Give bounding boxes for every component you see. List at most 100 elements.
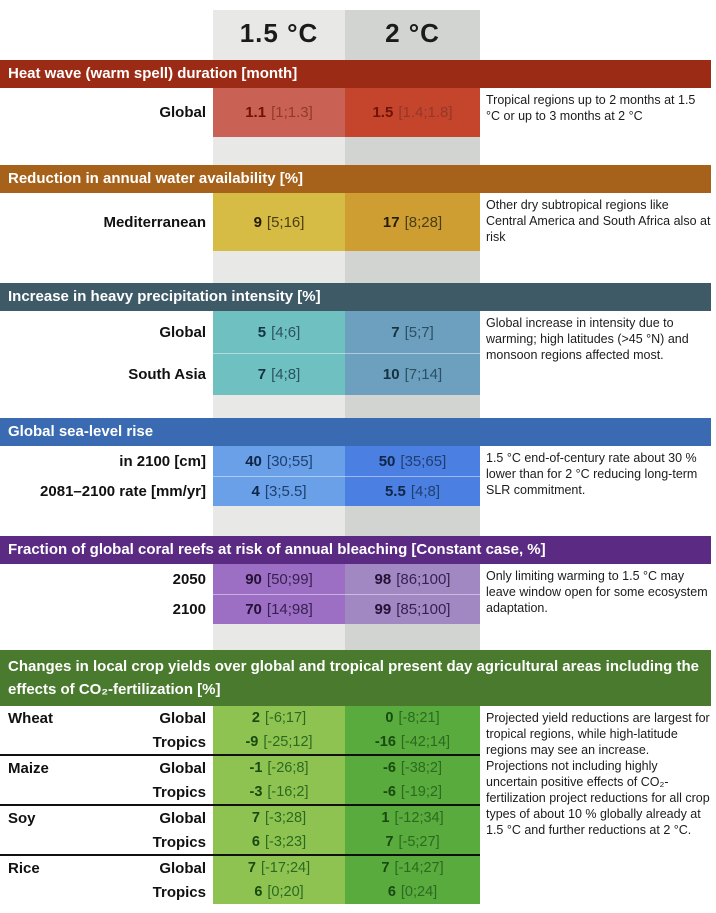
uncertainty-range: [35;65]: [400, 452, 447, 470]
data-row: Maize Global -1 [-26;8] -6 [-38;2]: [0, 756, 480, 780]
uncertainty-range: [3;5.5]: [264, 482, 307, 500]
value: -3: [249, 784, 263, 800]
uncertainty-range: [8;28]: [404, 213, 443, 231]
value-cell-2c: -16 [-42;14]: [345, 730, 480, 754]
uncertainty-range: [-14;27]: [394, 860, 444, 876]
crop-name: Rice: [8, 859, 40, 877]
row-label: 2100: [172, 600, 206, 618]
value: 6: [254, 884, 263, 900]
section-sea-level: Global sea-level rise in 2100 [cm] 40 [3…: [0, 418, 716, 506]
value-cell-2c: 7 [-14;27]: [345, 856, 480, 880]
value: 1.1: [245, 104, 267, 121]
value-cell-2c: 6 [0;24]: [345, 880, 480, 904]
value: 7: [385, 834, 394, 850]
section-title: Changes in local crop yields over global…: [0, 650, 711, 706]
section-note: Global increase in intensity due to warm…: [486, 316, 689, 362]
value-cell-1-5c: 1.1 [1;1.3]: [213, 88, 345, 137]
section-note: 1.5 °C end-of-century rate about 30 % lo…: [486, 451, 698, 497]
value-cell-2c: 0 [-8;21]: [345, 706, 480, 730]
uncertainty-range: [-8;21]: [398, 710, 440, 726]
uncertainty-range: [0;20]: [267, 884, 304, 900]
crop-name: Wheat: [8, 709, 53, 727]
value-cell-2c: -6 [-19;2]: [345, 780, 480, 804]
value-cell-1-5c: -1 [-26;8]: [213, 756, 345, 780]
value-cell-2c: 50 [35;65]: [345, 446, 480, 476]
value-cell-1-5c: 4 [3;5.5]: [213, 476, 345, 506]
value: 2: [251, 710, 260, 726]
row-label: Global: [159, 809, 206, 827]
crop-name: Soy: [8, 809, 36, 827]
row-label: Global: [159, 709, 206, 727]
value: 4: [251, 482, 260, 500]
column-header-1-5c: 1.5 °C: [239, 17, 319, 48]
value-cell-2c: 5.5 [4;8]: [345, 476, 480, 506]
value-cell-1-5c: 9 [5;16]: [213, 193, 345, 251]
value: 50: [378, 452, 396, 470]
data-row: Global 5 [4;6] 7 [5;7]: [0, 311, 480, 353]
uncertainty-range: [86;100]: [396, 570, 451, 588]
value-cell-2c: 99 [85;100]: [345, 594, 480, 624]
value: 5.5: [384, 482, 406, 500]
uncertainty-range: [-12;34]: [394, 810, 444, 826]
value-cell-2c: 7 [-5;27]: [345, 830, 480, 854]
value-cell-2c: 1.5 [1.4;1.8]: [345, 88, 480, 137]
value-cell-1-5c: 70 [14;98]: [213, 594, 345, 624]
uncertainty-range: [14;98]: [266, 600, 313, 618]
row-label: Tropics: [152, 883, 206, 901]
section-heat-wave: Heat wave (warm spell) duration [month] …: [0, 60, 716, 137]
value: 0: [385, 710, 394, 726]
value: 9: [253, 213, 262, 231]
uncertainty-range: [-3;23]: [264, 834, 307, 850]
value-cell-2c: 7 [5;7]: [345, 311, 480, 353]
value-cell-2c: 1 [-12;34]: [345, 806, 480, 830]
value: 1: [381, 810, 390, 826]
uncertainty-range: [-38;2]: [400, 760, 442, 776]
data-row: Soy Global 7 [-3;28] 1 [-12;34]: [0, 806, 480, 830]
value: 7: [251, 810, 260, 826]
value: 99: [374, 600, 392, 618]
data-row: Wheat Global 2 [-6;17] 0 [-8;21]: [0, 706, 480, 730]
uncertainty-range: [-5;27]: [398, 834, 440, 850]
value-cell-1-5c: 6 [0;20]: [213, 880, 345, 904]
data-row: Global 1.1 [1;1.3] 1.5 [1.4;1.8]: [0, 88, 480, 137]
row-label: Global: [159, 759, 206, 777]
uncertainty-range: [1.4;1.8]: [398, 104, 453, 121]
uncertainty-range: [30;55]: [266, 452, 313, 470]
value: -9: [245, 734, 259, 750]
section-note: Tropical regions up to 2 months at 1.5 °…: [486, 93, 696, 123]
value: 90: [245, 570, 262, 588]
column-header-2c: 2 °C: [385, 17, 440, 48]
section-note: Projected yield reductions are largest f…: [486, 711, 710, 837]
data-row: South Asia 7 [4;8] 10 [7;14]: [0, 353, 480, 395]
column-headers: 1.5 °C 2 °C: [213, 10, 716, 56]
value: 7: [381, 860, 390, 876]
uncertainty-range: [5;16]: [266, 213, 305, 231]
section-note: Only limiting warming to 1.5 °C may leav…: [486, 569, 708, 615]
value: -6: [382, 784, 396, 800]
value: 7: [257, 365, 267, 383]
section-water-availability: Reduction in annual water availability […: [0, 165, 716, 251]
row-label: in 2100 [cm]: [119, 452, 206, 470]
section-note: Other dry subtropical regions like Centr…: [486, 198, 711, 244]
uncertainty-range: [4;8]: [410, 482, 441, 500]
uncertainty-range: [7;14]: [404, 365, 443, 383]
section-title: Global sea-level rise: [0, 418, 711, 446]
section-title: Heat wave (warm spell) duration [month]: [0, 60, 711, 88]
uncertainty-range: [-26;8]: [267, 760, 309, 776]
uncertainty-range: [4;6]: [271, 323, 301, 341]
uncertainty-range: [-17;24]: [260, 860, 311, 876]
value: 7: [391, 323, 400, 341]
value-cell-1-5c: 7 [-17;24]: [213, 856, 345, 880]
uncertainty-range: [-16;2]: [267, 784, 309, 800]
uncertainty-range: [-25;12]: [263, 734, 313, 750]
row-label: 2050: [172, 570, 206, 588]
row-label: Global: [159, 323, 206, 341]
section-crop-yields: Changes in local crop yields over global…: [0, 650, 716, 904]
section-precipitation: Increase in heavy precipitation intensit…: [0, 283, 716, 395]
row-label: Tropics: [152, 833, 206, 851]
row-label: Global: [159, 104, 206, 121]
crop-group-soy: Soy Global 7 [-3;28] 1 [-12;34]: [0, 804, 480, 854]
value: 17: [382, 213, 400, 231]
row-label: Global: [159, 859, 206, 877]
uncertainty-range: [-3;28]: [264, 810, 307, 826]
